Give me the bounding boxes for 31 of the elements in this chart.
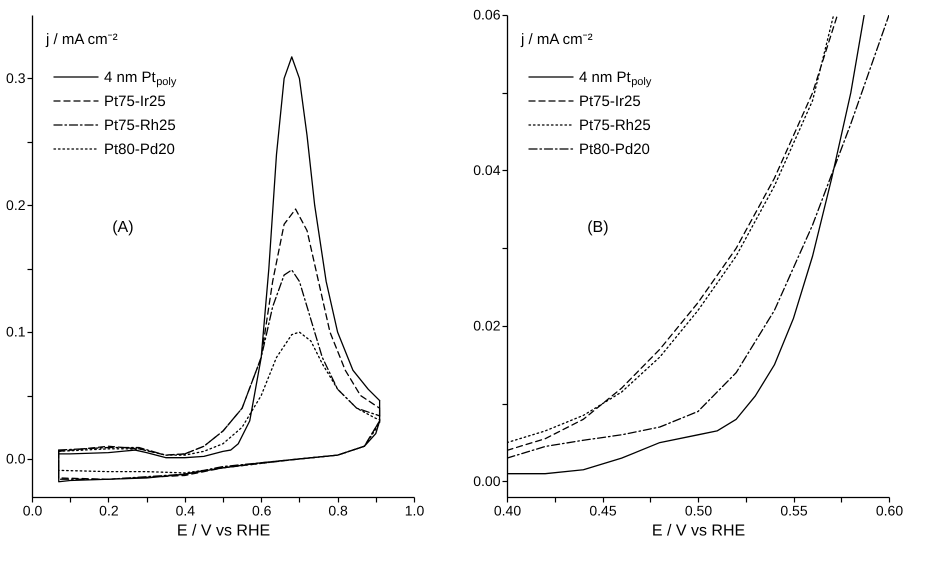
y-tick-label: 0.02 [473,317,501,334]
y-axis-title: j / mA cm⁻² [45,31,118,48]
y-tick-label: 0.1 [6,324,26,340]
legend-label: Pt75-Ir25 [579,93,641,110]
annotation: (A) [112,219,134,236]
y-tick-label: 0.0 [6,450,26,466]
y-tick-label: 0.06 [473,6,501,22]
x-tick-label: 0.50 [684,502,712,518]
legend-label: Pt80-Pd20 [579,141,650,158]
x-axis-title: E / V vs RHE [176,522,270,540]
y-tick-label: 0.3 [6,70,26,86]
x-axis-title: E / V vs RHE [652,522,746,540]
legend-label: Pt75-Rh25 [579,117,651,134]
x-tick-label: 0.60 [876,502,904,518]
y-tick-label: 0.2 [6,196,26,213]
x-tick-label: 1.0 [404,502,424,518]
legend-label: Pt75-Ir25 [104,93,166,110]
x-tick-label: 0.4 [176,502,196,518]
x-tick-label: 0.2 [99,502,119,518]
y-tick-label: 0.00 [473,472,501,489]
legend-label: Pt75-Rh25 [104,117,176,134]
annotation: (B) [587,219,609,236]
x-tick-label: 0.40 [494,502,522,518]
legend-label: Pt80-Pd20 [104,141,175,158]
x-tick-label: 0.6 [252,502,272,518]
x-tick-label: 0.45 [589,502,617,518]
y-tick-label: 0.04 [473,162,501,178]
y-axis-title: j / mA cm⁻² [520,31,593,48]
x-tick-label: 0.55 [780,502,808,518]
x-tick-label: 0.8 [328,502,348,518]
x-tick-label: 0.0 [22,502,42,518]
